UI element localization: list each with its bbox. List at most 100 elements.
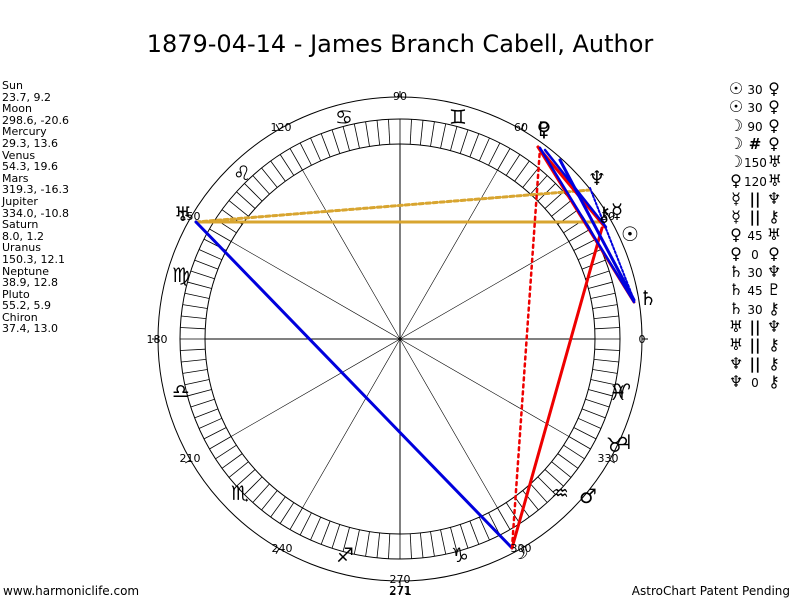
degree-label: 60 [514,121,528,134]
house-spoke [230,338,401,437]
degree-label: 150 [180,210,201,223]
degree-tick [557,453,579,469]
planet-coords: 298.6, -20.6 [2,113,69,127]
zodiac-sign-glyph: ♐ [336,543,354,567]
aspect-line-blue [543,148,608,229]
degree-tick [450,126,458,151]
chart-planet-glyph: ⚷ [597,202,612,226]
aspect-row: ♄ 45 ♇ [728,281,782,299]
degree-tick [497,507,511,530]
aspect-type: 30 [747,266,763,280]
degree-tick [544,191,564,209]
degree-tick [289,507,303,530]
degree-tick [522,167,539,188]
zodiac-sign-glyph: ♏ [231,481,249,505]
aspect-planet-glyph: ♅ [766,225,782,245]
degree-label: 30 [601,210,615,223]
chart-planet-glyph: ☽ [511,540,529,564]
degree-tick [187,389,212,397]
degree-tick [419,532,424,558]
aspect-type: 120 [744,174,767,189]
house-spoke [399,241,570,340]
outer-tick [609,459,616,464]
degree-tick [209,228,232,242]
aspect-line-red-dotted [510,146,542,550]
aspect-planet-glyph: ♅ [728,316,744,336]
aspect-line-red [536,145,607,229]
degree-tick [252,483,270,503]
aspect-type: || [749,208,761,227]
aspect-row: ☽ # ♀ [728,134,782,153]
degree-tick [181,315,207,320]
aspect-planet-glyph: ♀ [768,243,780,263]
aspect-planet-glyph: ♆ [766,188,782,208]
degree-tick [585,398,610,408]
degree-tick [488,512,501,536]
zodiac-sign-glyph: ♉ [606,433,624,457]
house-spoke [399,169,498,340]
degree-tick [478,137,490,162]
degree-label: 271 [390,584,411,597]
aspect-planet-glyph: ♀ [768,79,780,98]
zodiac-sign-glyph: ♋ [335,105,353,129]
degree-tick [342,527,350,552]
degree-tick [505,502,521,524]
degree-tick [203,427,227,440]
degree-tick [187,281,212,289]
degree-label: 90 [393,90,407,103]
planet-coords: 54.3, 19.6 [2,160,58,174]
zodiac-sign-glyph: ♑ [451,543,469,567]
degree-tick [505,154,521,176]
zodiac-sign-glyph: ♊ [449,105,467,129]
degree-tick [261,490,278,511]
degree-tick [588,281,613,289]
aspect-type: || [749,336,761,355]
degree-tick [514,160,530,182]
aspect-row: ☽ 90 ♀ [728,116,782,135]
outer-tick [184,214,191,219]
degree-label: 210 [180,452,201,465]
degree-tick [409,119,412,145]
degree-tick [478,516,490,541]
aspect-type: 0 [751,247,759,262]
planet-coords: 334.0, -10.8 [2,206,69,220]
aspect-planet-glyph: ⚷ [768,207,780,227]
chart-planet-glyph: ♇ [535,117,553,141]
aspect-planet-glyph: ⚷ [768,371,780,391]
planet-coords: 29.3, 13.6 [2,136,58,150]
aspect-planet-glyph: ♅ [728,335,744,355]
degree-tick [320,133,331,158]
aspect-planet-glyph: ♀ [768,97,780,117]
planet-coords: 55.2, 5.9 [2,299,51,313]
degree-tick [592,304,618,309]
aspect-type: 45 [747,229,763,244]
aspect-row: ♀ 120♅ [728,170,783,190]
degree-tick [551,461,572,478]
degree-tick [252,175,270,195]
planet-coords: 150.3, 12.1 [2,252,65,266]
aspect-line-red [510,226,604,550]
aspect-row: ☿ || ⚷ [728,207,782,227]
aspect-planet-glyph: ♀ [730,225,742,245]
chart-planet-glyph: ♆ [588,166,606,190]
degree-tick [544,469,564,487]
aspect-row: ♅ || ♆ [728,316,782,336]
planet-name: Sun [2,79,23,92]
aspect-planet-glyph: ☿ [731,207,741,227]
aspect-planet-glyph: ♇ [766,280,782,300]
degree-tick [376,120,381,146]
degree-tick [430,531,435,557]
degree-tick [194,408,219,419]
degree-tick [180,327,206,330]
degree-tick [270,496,286,518]
degree-label: 300 [511,542,532,555]
degree-tick [342,126,350,151]
degree-tick [573,238,597,251]
aspect-planet-glyph: ♅ [767,170,783,190]
chart-title: 1879-04-14 - James Branch Cabell, Author [146,30,654,58]
aspect-type: || [749,189,761,208]
degree-label: 120 [271,121,292,134]
degree-tick [551,200,572,217]
aspect-line-gold-dotted [194,188,592,224]
